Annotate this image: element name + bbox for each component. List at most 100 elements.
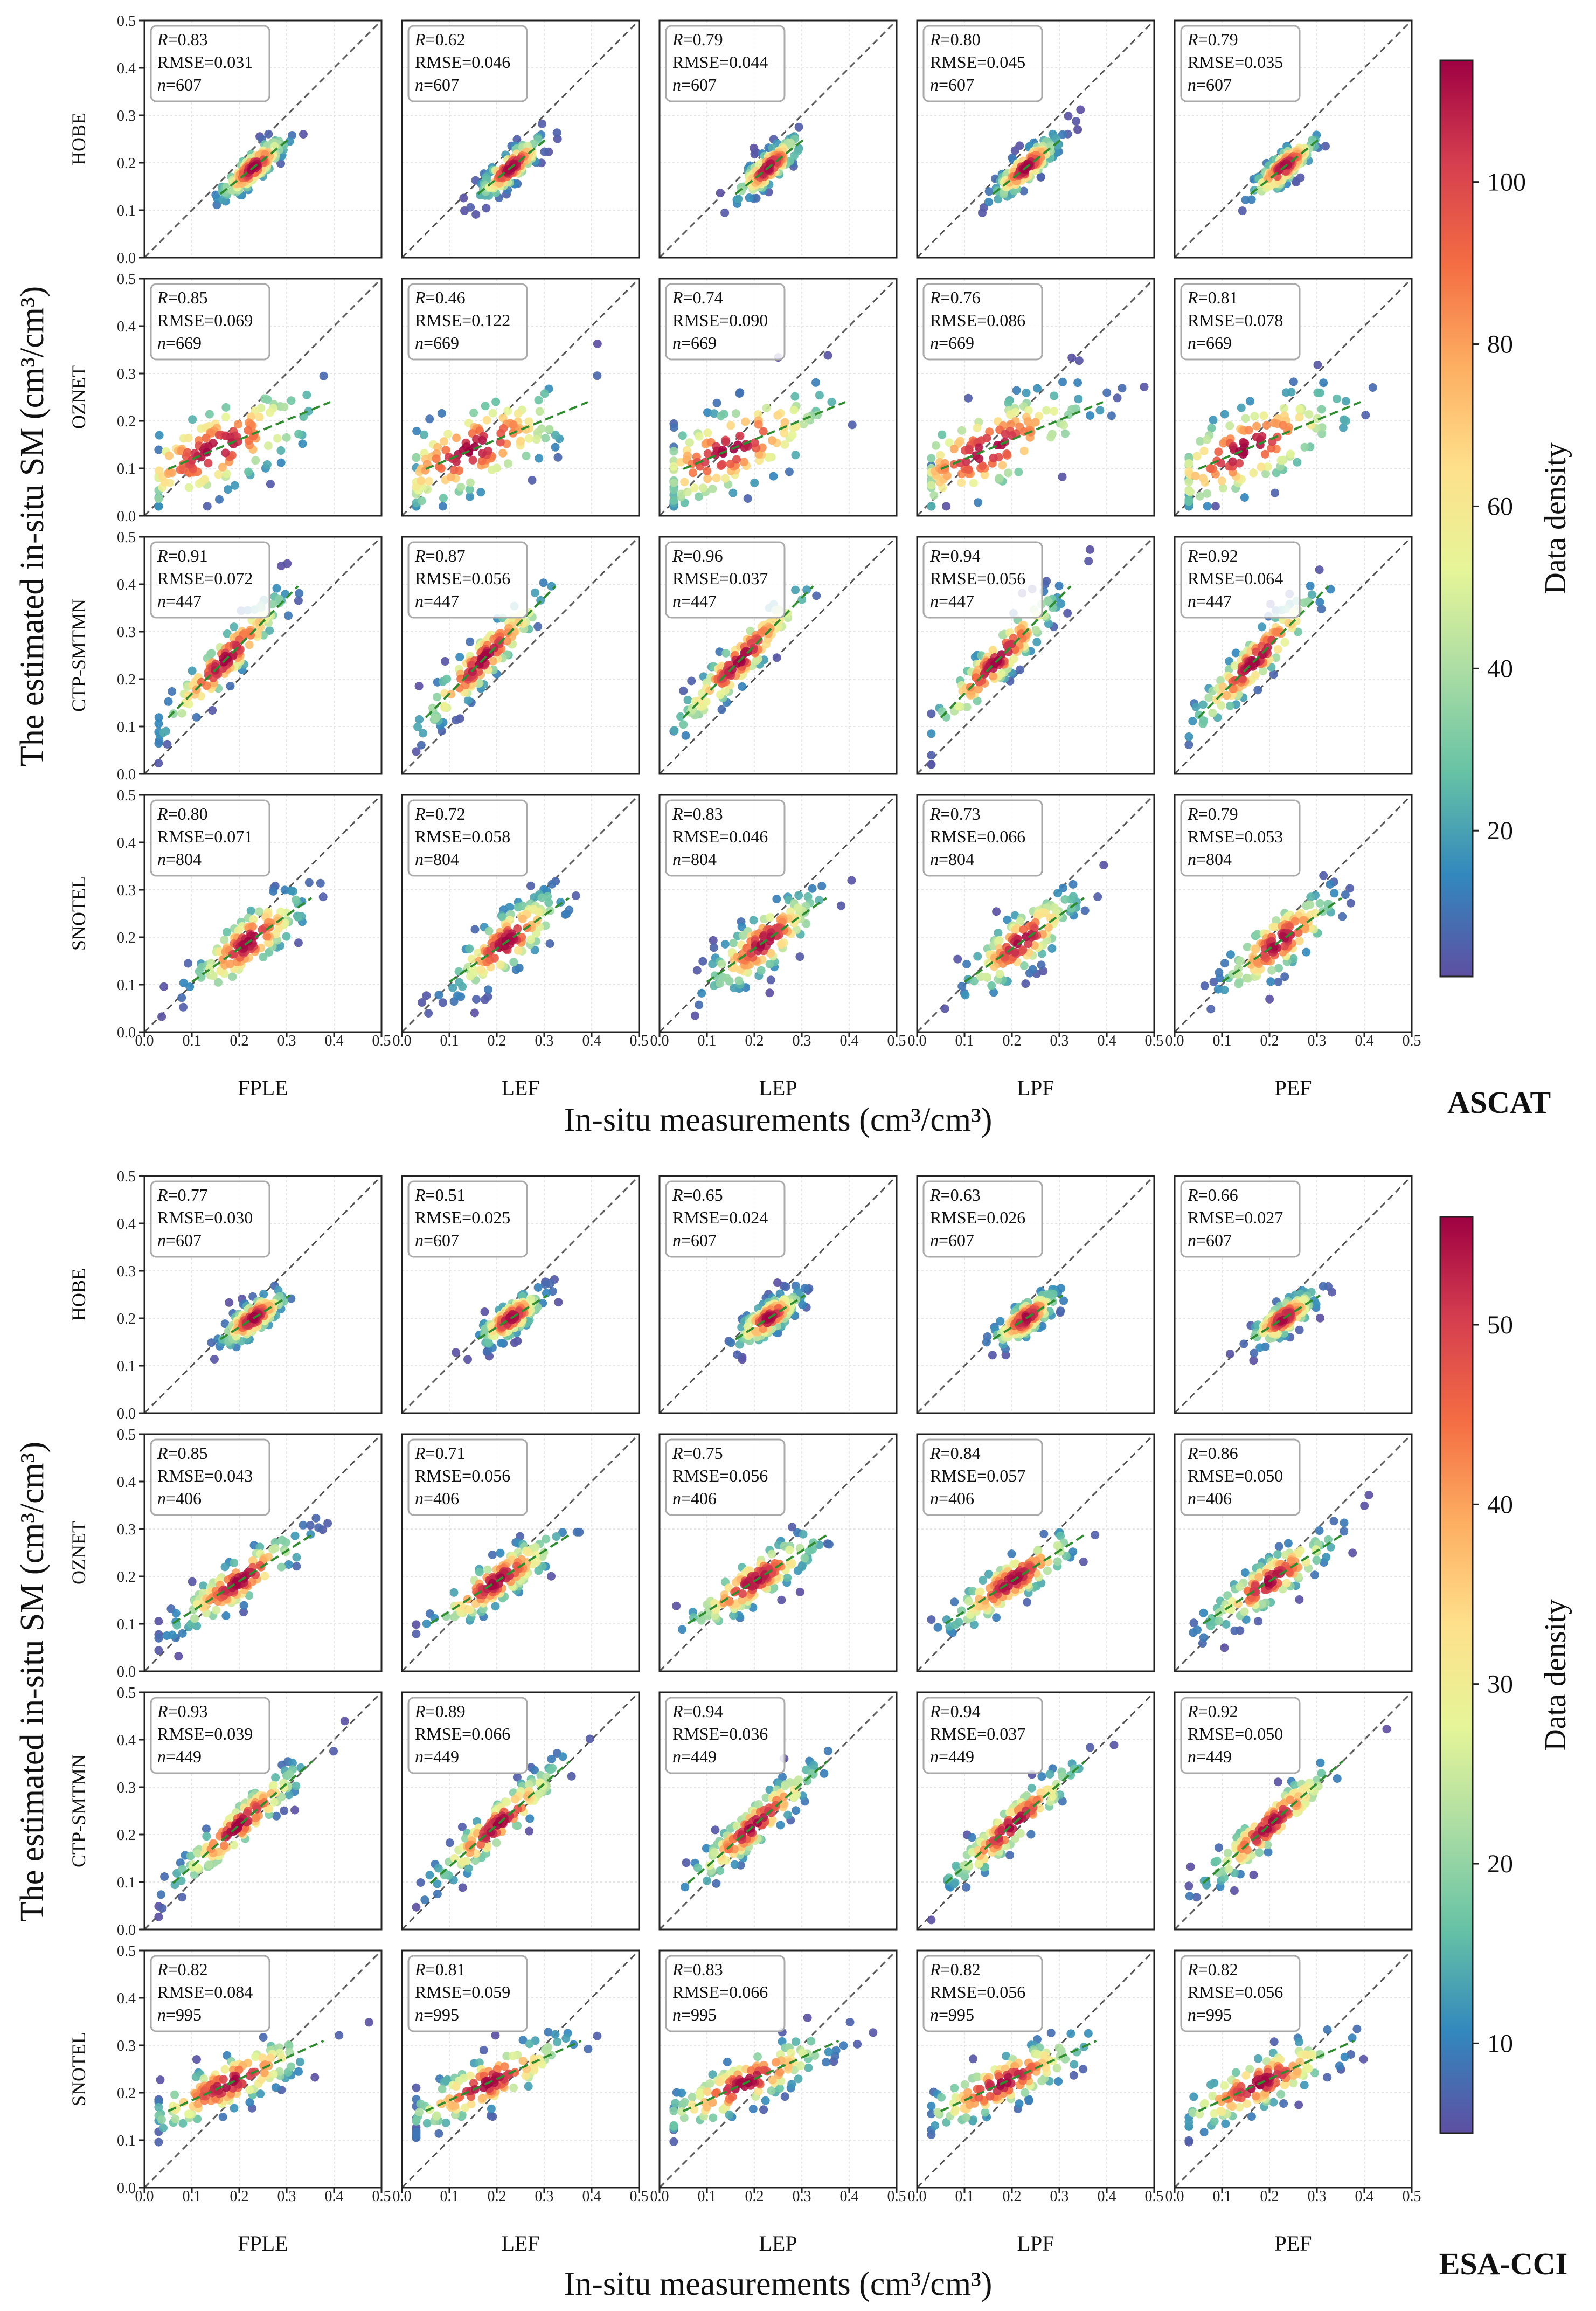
data-point — [1250, 412, 1259, 421]
data-point — [1260, 449, 1269, 459]
data-point — [1310, 1570, 1319, 1580]
stat-n-symbol: n — [157, 849, 166, 869]
data-point — [1076, 105, 1085, 114]
stat-rmse: RMSE=0.027 — [1188, 1208, 1283, 1227]
data-point — [1095, 406, 1105, 415]
data-point — [292, 1553, 301, 1562]
data-point — [715, 647, 724, 656]
scatter-points — [940, 861, 1108, 1013]
data-point — [949, 445, 959, 453]
data-point — [452, 1348, 460, 1357]
stat-rmse: RMSE=0.066 — [930, 827, 1025, 846]
data-point — [729, 938, 738, 947]
data-point — [1257, 462, 1266, 472]
data-point — [1060, 895, 1070, 904]
data-point — [178, 1629, 187, 1638]
stat-rmse-value: 0.069 — [214, 310, 253, 330]
data-point — [1321, 142, 1330, 151]
stat-r: R=0.79 — [1187, 804, 1238, 824]
y-tick-label: 0.5 — [117, 787, 136, 804]
stat-rmse-label: RMSE= — [415, 1466, 471, 1485]
data-point — [244, 467, 253, 476]
data-point — [987, 981, 996, 990]
stat-r-value: =0.83 — [168, 30, 208, 49]
stat-r: R=0.66 — [1187, 1185, 1238, 1205]
plot-frame — [658, 19, 898, 259]
data-point — [154, 1617, 163, 1626]
data-point — [466, 492, 474, 501]
data-point — [817, 882, 827, 890]
one-to-one-line — [916, 536, 1155, 775]
data-point — [431, 714, 440, 723]
data-point — [979, 1576, 988, 1585]
data-point — [1272, 653, 1281, 662]
data-point — [1304, 410, 1314, 419]
data-point — [276, 907, 285, 916]
data-point — [1195, 492, 1204, 501]
data-point — [989, 988, 998, 997]
stat-rmse-value: 0.037 — [729, 569, 768, 588]
data-point — [969, 479, 978, 488]
data-point — [1003, 915, 1012, 924]
data-point — [433, 442, 442, 452]
x-tick-label: 0.0 — [135, 1033, 154, 1049]
data-point — [441, 657, 449, 666]
data-point — [1184, 732, 1193, 741]
stat-n-symbol: n — [930, 591, 939, 611]
data-point — [212, 200, 221, 210]
data-point — [1295, 413, 1304, 422]
x-tick-label: 0.2 — [1260, 1033, 1279, 1049]
data-point — [1315, 598, 1324, 607]
stat-n: n=804 — [930, 849, 974, 869]
data-point — [745, 193, 754, 202]
data-point — [765, 959, 774, 968]
data-point — [292, 1562, 301, 1571]
stat-r: R=0.51 — [414, 1185, 466, 1205]
data-point — [177, 709, 186, 718]
data-point — [155, 431, 164, 440]
stat-rmse: RMSE=0.046 — [415, 52, 510, 72]
data-point — [465, 485, 474, 494]
data-point — [974, 684, 983, 694]
stat-rmse-value: 0.035 — [1244, 52, 1283, 72]
plot-frame — [916, 794, 1155, 1033]
data-point — [669, 496, 678, 505]
stat-n-value: =406 — [424, 1489, 459, 1508]
data-point — [733, 1350, 742, 1359]
y-tick-label: 0.5 — [117, 1168, 136, 1185]
x-tick-label: 0.4 — [1355, 1033, 1374, 1049]
data-point — [1249, 1356, 1258, 1365]
data-point — [1043, 1566, 1052, 1575]
stat-n: n=607 — [1188, 75, 1232, 94]
plot-frame — [1174, 794, 1413, 1033]
data-point — [414, 682, 424, 690]
data-point — [1067, 405, 1077, 414]
stat-rmse: RMSE=0.056 — [415, 569, 510, 588]
data-point — [1054, 582, 1064, 590]
stat-n: n=406 — [672, 1489, 717, 1508]
data-point — [259, 1290, 268, 1299]
y-tick-label: 0.0 — [117, 250, 136, 267]
data-point — [1280, 972, 1289, 981]
data-point — [260, 394, 269, 403]
data-point — [438, 502, 447, 511]
panel-oznet-fple: R=0.85RMSE=0.069n=6690.00.10.20.30.40.5O… — [68, 271, 383, 525]
data-point — [1061, 429, 1070, 438]
data-point — [973, 696, 982, 705]
data-point — [683, 695, 692, 704]
data-point — [794, 891, 803, 900]
y-tick-label: 0.0 — [117, 508, 136, 525]
stat-rmse-value: 0.064 — [1244, 569, 1283, 588]
data-point — [234, 926, 243, 935]
data-point — [1198, 719, 1208, 728]
data-point — [722, 974, 731, 982]
data-point — [1341, 397, 1350, 406]
data-point — [731, 409, 740, 418]
data-point — [795, 952, 804, 961]
stats-box — [922, 541, 1043, 619]
plot-frame — [143, 278, 383, 517]
data-point — [453, 991, 462, 1000]
stat-r: R=0.63 — [929, 1185, 981, 1205]
